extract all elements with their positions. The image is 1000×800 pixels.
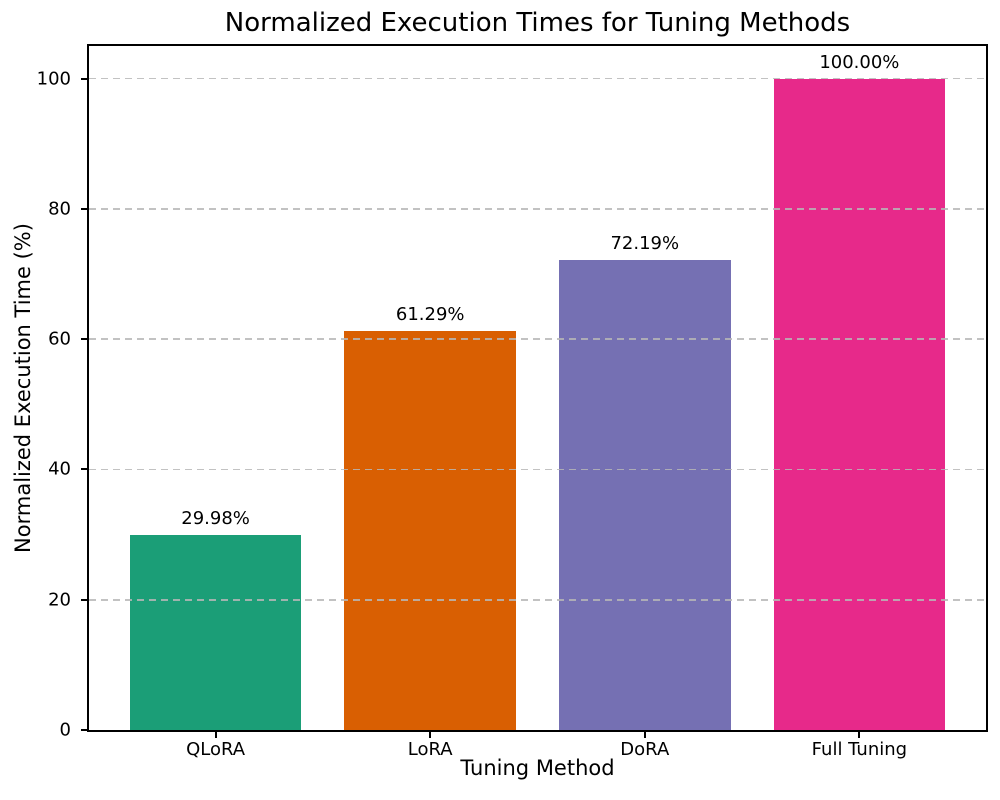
bar-lora (344, 330, 517, 730)
chart-plot-area (87, 44, 988, 732)
bar-full-tuning (773, 78, 946, 730)
gridline-y20 (89, 598, 986, 601)
x-tick-mark (429, 732, 432, 738)
bar-dora (558, 259, 731, 730)
y-tick-label-100: 100 (36, 68, 71, 90)
gridline-y40 (89, 468, 986, 471)
gridline-y80 (89, 208, 986, 210)
x-tick-label-full-tuning: Full Tuning (811, 739, 908, 760)
y-tick-mark (81, 77, 87, 80)
x-axis-label: Tuning Method (460, 756, 615, 780)
bar-value-label-lora: 61.29% (395, 303, 465, 325)
x-tick-mark (214, 732, 217, 738)
x-tick-mark (858, 732, 861, 738)
chart-title: Normalized Execution Times for Tuning Me… (224, 8, 851, 38)
gridline-y100 (89, 77, 986, 80)
y-tick-mark (81, 207, 87, 210)
y-tick-label-60: 60 (48, 328, 71, 350)
y-axis-label: Normalized Execution Time (%) (11, 223, 35, 553)
y-tick-mark (81, 598, 87, 601)
x-tick-label-qlora: QLoRA (186, 739, 246, 760)
bar-value-label-full-tuning: 100.00% (819, 51, 900, 73)
x-tick-mark (643, 732, 646, 738)
x-tick-label-dora: DoRA (620, 739, 670, 760)
y-tick-label-20: 20 (48, 589, 71, 611)
y-tick-mark (81, 468, 87, 471)
y-tick-label-0: 0 (59, 719, 71, 741)
y-tick-mark (81, 729, 87, 731)
gridline-y60 (89, 338, 986, 340)
x-tick-label-lora: LoRA (407, 739, 453, 760)
y-tick-label-40: 40 (48, 458, 71, 480)
y-tick-mark (81, 338, 87, 341)
bar-qlora (129, 534, 302, 730)
bar-value-label-dora: 72.19% (610, 232, 680, 254)
bar-value-label-qlora: 29.98% (181, 507, 250, 529)
y-tick-label-80: 80 (48, 198, 71, 220)
